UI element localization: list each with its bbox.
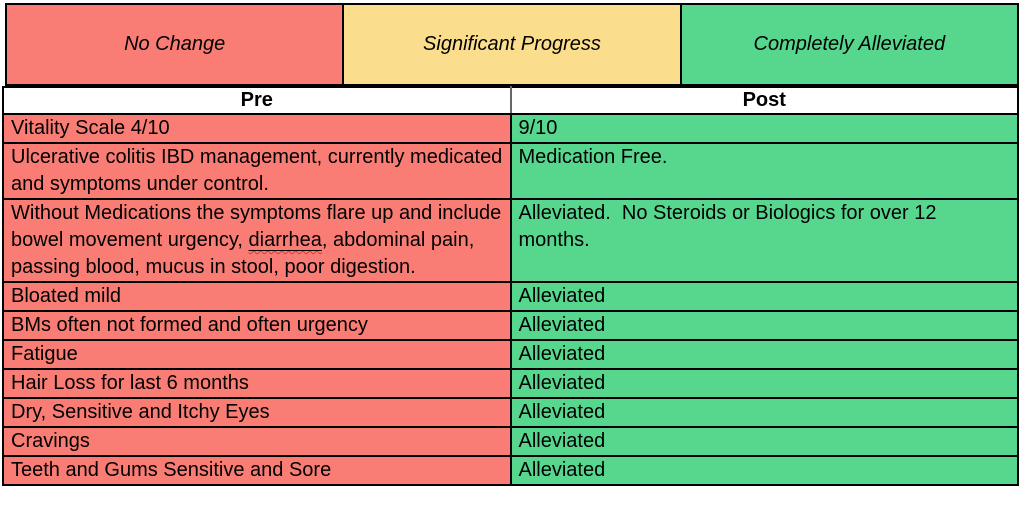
pre-cell: Cravings <box>2 426 512 457</box>
table-row-bms: BMs often not formed and often urgency A… <box>2 310 1019 341</box>
pre-cell: Vitality Scale 4/10 <box>2 113 512 144</box>
pre-column-header: Pre <box>2 86 512 115</box>
post-cell: Alleviated. No Steroids or Biologics for… <box>509 198 1019 283</box>
table-row-ibd-management: Ulcerative colitis IBD management, curre… <box>2 142 1019 200</box>
post-cell: Medication Free. <box>509 142 1019 200</box>
pre-cell: Teeth and Gums Sensitive and Sore <box>2 455 512 486</box>
spellcheck-squiggle: diarrhea <box>249 229 322 251</box>
pre-text-segment: , abdominal pain, passing blood, mucus i… <box>11 229 480 278</box>
pre-cell: Bloated mild <box>2 281 512 312</box>
pre-text-segment: Without Medications the symptoms flare u… <box>11 202 507 251</box>
post-cell: Alleviated <box>509 426 1019 457</box>
table-row-teeth-gums: Teeth and Gums Sensitive and Sore Allevi… <box>2 455 1019 486</box>
pre-cell: BMs often not formed and often urgency <box>2 310 512 341</box>
pre-cell: Without Medications the symptoms flare u… <box>2 198 512 283</box>
table-row-cravings: Cravings Alleviated <box>2 426 1019 457</box>
post-cell: Alleviated <box>509 397 1019 428</box>
legend-table: No Change Significant Progress Completel… <box>4 3 1020 86</box>
legend-row: No Change Significant Progress Completel… <box>4 3 1020 86</box>
pre-post-comparison-table: Pre Post Vitality Scale 4/10 9/10 Ulcera… <box>2 86 1019 486</box>
post-cell: Alleviated <box>509 281 1019 312</box>
misspelled-word: diarrhea <box>248 229 322 251</box>
post-cell: Alleviated <box>509 339 1019 370</box>
table-row-without-medications: Without Medications the symptoms flare u… <box>2 198 1019 283</box>
pre-cell: Dry, Sensitive and Itchy Eyes <box>2 397 512 428</box>
pre-cell: Fatigue <box>2 339 512 370</box>
header-row: Pre Post <box>2 86 1019 115</box>
table-row-hair-loss: Hair Loss for last 6 months Alleviated <box>2 368 1019 399</box>
post-cell: Alleviated <box>509 368 1019 399</box>
legend-cell-completely-alleviated: Completely Alleviated <box>679 3 1020 86</box>
table-row-fatigue: Fatigue Alleviated <box>2 339 1019 370</box>
pre-cell: Hair Loss for last 6 months <box>2 368 512 399</box>
post-cell: Alleviated <box>509 455 1019 486</box>
post-column-header: Post <box>509 86 1019 115</box>
table-row-vitality: Vitality Scale 4/10 9/10 <box>2 113 1019 144</box>
table-row-eyes: Dry, Sensitive and Itchy Eyes Alleviated <box>2 397 1019 428</box>
legend-cell-no-change: No Change <box>4 3 345 86</box>
post-cell: 9/10 <box>509 113 1019 144</box>
table-row-bloated: Bloated mild Alleviated <box>2 281 1019 312</box>
legend-cell-significant-progress: Significant Progress <box>342 3 682 86</box>
post-cell: Alleviated <box>509 310 1019 341</box>
pre-cell: Ulcerative colitis IBD management, curre… <box>2 142 512 200</box>
